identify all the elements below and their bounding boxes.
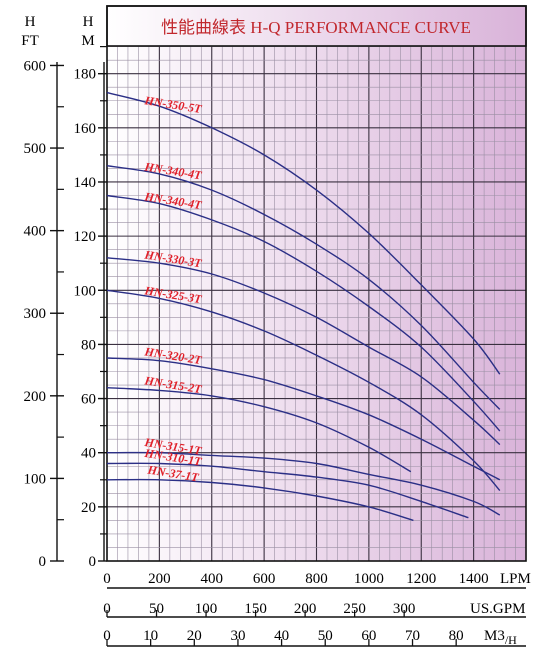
m-tick-label: 120 <box>74 229 97 245</box>
lpm-tick-label: 1400 <box>459 571 489 587</box>
m3h-tick-label: 40 <box>274 628 289 644</box>
ft-axis-unit-bottom: FT <box>21 33 39 49</box>
m3h-tick-label: 10 <box>143 628 158 644</box>
curve-hn-37-1t <box>106 478 414 522</box>
curve-hn-330-3t <box>106 257 501 446</box>
m3h-tick-label: 70 <box>405 628 420 644</box>
gpm-tick-label: 100 <box>195 601 218 617</box>
gpm-tick-label: 0 <box>103 601 111 617</box>
curve-hn-340-4t <box>106 194 501 432</box>
m-tick-label: 40 <box>81 446 96 462</box>
ft-tick-label: 300 <box>24 306 47 322</box>
m-axis-unit-bottom: M <box>81 33 94 49</box>
m-tick-label: 160 <box>74 121 97 137</box>
curve-hn-315-2t <box>106 387 412 473</box>
ft-tick-label: 0 <box>39 554 47 570</box>
m3h-tick-label: 30 <box>230 628 245 644</box>
gpm-axis-unit: US.GPM <box>470 601 525 617</box>
m-tick-label: 100 <box>74 283 97 299</box>
ft-tick-label: 500 <box>24 141 47 157</box>
m-tick-label: 80 <box>81 337 96 353</box>
m-tick-label: 60 <box>81 392 96 408</box>
curve-hn-310-1t <box>106 462 469 519</box>
chart-title: 性能曲線表 H-Q PERFORMANCE CURVE <box>161 18 471 37</box>
ft-tick-label: 600 <box>24 58 47 74</box>
lpm-tick-label: 1000 <box>354 571 384 587</box>
m3h-unit-main: M3 <box>484 628 505 644</box>
lpm-tick-label: 800 <box>305 571 328 587</box>
gpm-tick-label: 50 <box>149 601 164 617</box>
lpm-tick-label: 0 <box>103 571 111 587</box>
m-tick-label: 180 <box>74 67 97 83</box>
plot-frame <box>106 5 527 562</box>
m3h-tick-label: 50 <box>318 628 333 644</box>
lpm-tick-label: 600 <box>253 571 276 587</box>
curve-hn-340-4t <box>106 165 501 410</box>
gpm-tick-label: 300 <box>393 601 416 617</box>
curve-hn-315-1t <box>106 451 501 516</box>
m-tick-label: 0 <box>89 554 97 570</box>
lpm-tick-label: 200 <box>148 571 171 587</box>
ft-tick-label: 200 <box>24 389 47 405</box>
m3h-tick-label: 0 <box>103 628 111 644</box>
gpm-tick-label: 200 <box>294 601 317 617</box>
lpm-axis-unit: LPM <box>500 571 531 587</box>
curves <box>106 91 501 522</box>
ft-tick-label: 400 <box>24 224 47 240</box>
grid-lines <box>107 46 526 561</box>
gpm-tick-label: 150 <box>244 601 267 617</box>
m-tick-label: 140 <box>74 175 97 191</box>
m-axis-unit-top: H <box>83 14 94 30</box>
m3h-tick-label: 80 <box>449 628 464 644</box>
axes: H FT H M LPM US.GPM M3/H 010020030040050… <box>21 14 531 647</box>
curve-hn-350-5t <box>106 91 501 375</box>
curve-hn-325-3t <box>106 289 501 492</box>
curve-hn-320-2t <box>106 357 501 481</box>
lpm-tick-label: 1200 <box>406 571 436 587</box>
m-tick-label: 20 <box>81 500 96 516</box>
m3h-axis-unit: M3/H <box>484 628 517 647</box>
gpm-tick-label: 250 <box>343 601 366 617</box>
ft-tick-label: 100 <box>24 471 47 487</box>
m3h-tick-label: 60 <box>361 628 376 644</box>
m3h-tick-label: 20 <box>187 628 202 644</box>
lpm-tick-label: 400 <box>201 571 224 587</box>
ft-axis-unit-top: H <box>25 14 36 30</box>
m3h-unit-sub: /H <box>505 633 517 647</box>
